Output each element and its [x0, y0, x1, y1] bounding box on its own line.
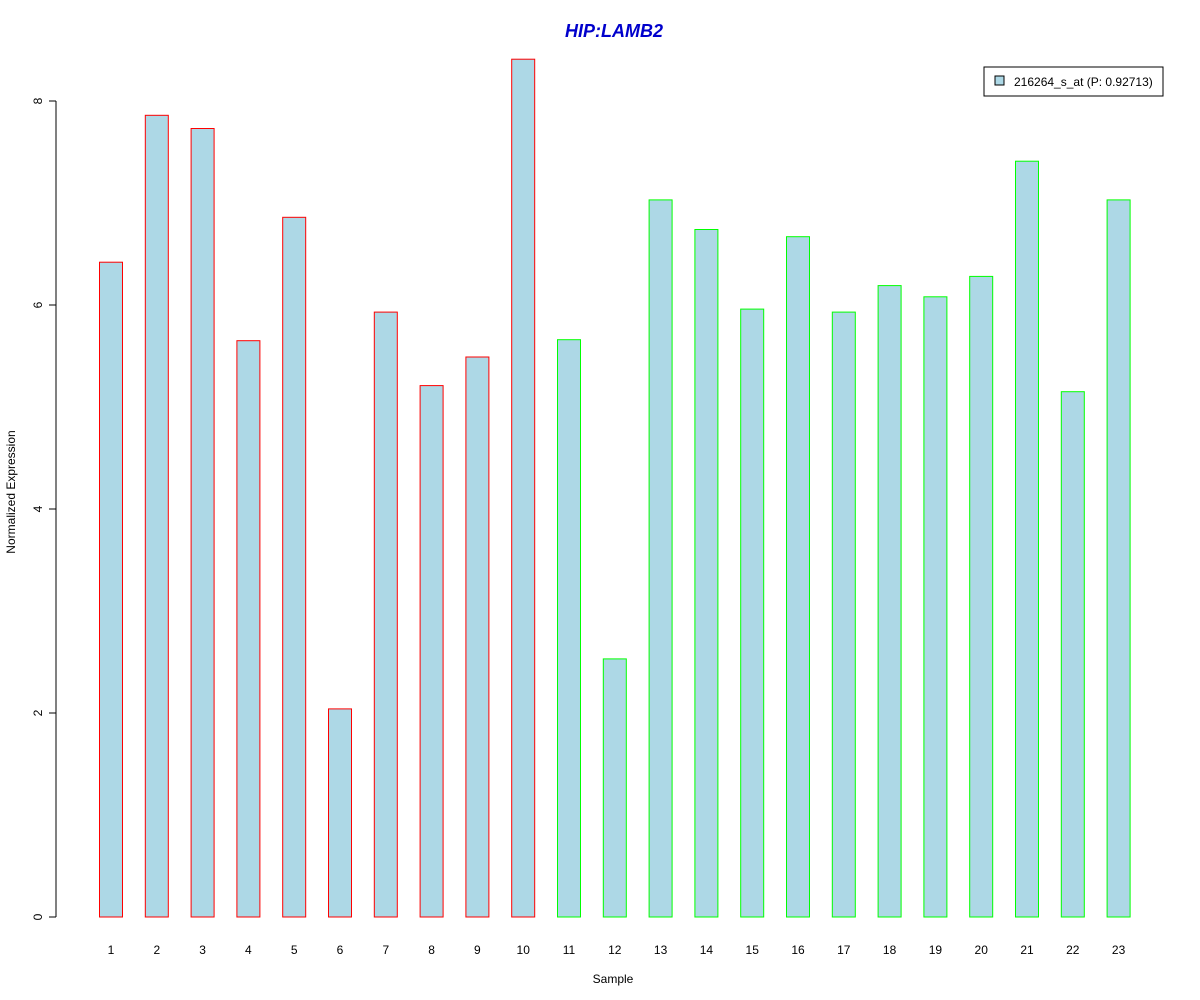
bar-sample-14: [694, 229, 719, 918]
x-tick-label: 20: [975, 943, 989, 957]
legend-box: [983, 66, 1164, 97]
y-axis-label: Normalized Expression: [4, 430, 18, 553]
bar-sample-3: [190, 128, 215, 918]
bar-sample-1: [99, 261, 123, 918]
x-tick-label: 13: [654, 943, 668, 957]
bar-sample-21: [1015, 160, 1039, 918]
bar-sample-20: [969, 275, 994, 918]
x-tick-label: 11: [563, 943, 576, 957]
bar-sample-22: [1060, 391, 1085, 918]
legend-swatch: [994, 75, 1005, 86]
y-tick-label: 8: [31, 97, 45, 104]
x-tick-label: 15: [746, 943, 760, 957]
bar-sample-4: [236, 340, 261, 918]
legend: 216264_s_at (P: 0.92713): [983, 66, 1164, 97]
bar-sample-13: [648, 199, 673, 918]
y-tick-label: 2: [31, 709, 45, 716]
bar-sample-11: [557, 339, 581, 918]
bar-sample-16: [786, 236, 810, 918]
x-tick-label: 12: [608, 943, 622, 957]
bar-sample-8: [419, 385, 444, 918]
bar-sample-7: [373, 311, 398, 918]
y-axis: 0 2 4 6 8: [31, 97, 57, 920]
x-axis-label: Sample: [593, 972, 634, 986]
x-tick-labels: 1 2 3 4 5 6 7 8 9 10 11 12 13 14 15 16 17 18 19 20 21 22 23: [108, 943, 1126, 957]
x-tick-label: 7: [382, 943, 389, 957]
x-tick-label: 1: [108, 943, 115, 957]
x-tick-label: 3: [199, 943, 206, 957]
bar-sample-6: [328, 708, 352, 918]
bars-group: [99, 58, 1131, 918]
x-tick-label: 16: [791, 943, 805, 957]
bar-sample-9: [465, 356, 490, 918]
bar-sample-5: [282, 216, 307, 918]
bar-sample-23: [1106, 199, 1131, 918]
bar-sample-18: [877, 285, 902, 918]
y-tick-label: 4: [31, 505, 45, 512]
x-tick-label: 2: [153, 943, 160, 957]
x-tick-label: 8: [428, 943, 435, 957]
x-tick-label: 10: [517, 943, 531, 957]
bar-sample-17: [831, 311, 856, 918]
y-tick-label: 6: [31, 301, 45, 308]
x-tick-label: 18: [883, 943, 897, 957]
bar-sample-12: [602, 658, 627, 918]
x-tick-label: 17: [837, 943, 851, 957]
x-tick-label: 6: [337, 943, 344, 957]
x-tick-label: 5: [291, 943, 298, 957]
x-tick-label: 4: [245, 943, 252, 957]
x-tick-label: 23: [1112, 943, 1126, 957]
legend-label: 216264_s_at (P: 0.92713): [1014, 75, 1153, 89]
bar-sample-10: [511, 58, 536, 918]
chart-title: HIP:LAMB2: [565, 21, 663, 41]
bar-sample-2: [144, 114, 169, 918]
x-tick-label: 21: [1020, 943, 1034, 957]
x-tick-label: 22: [1066, 943, 1080, 957]
bar-sample-19: [923, 296, 948, 918]
bar-sample-15: [740, 308, 765, 918]
y-tick-label: 0: [31, 913, 45, 920]
x-tick-label: 19: [929, 943, 943, 957]
x-tick-label: 9: [474, 943, 481, 957]
x-tick-label: 14: [700, 943, 714, 957]
